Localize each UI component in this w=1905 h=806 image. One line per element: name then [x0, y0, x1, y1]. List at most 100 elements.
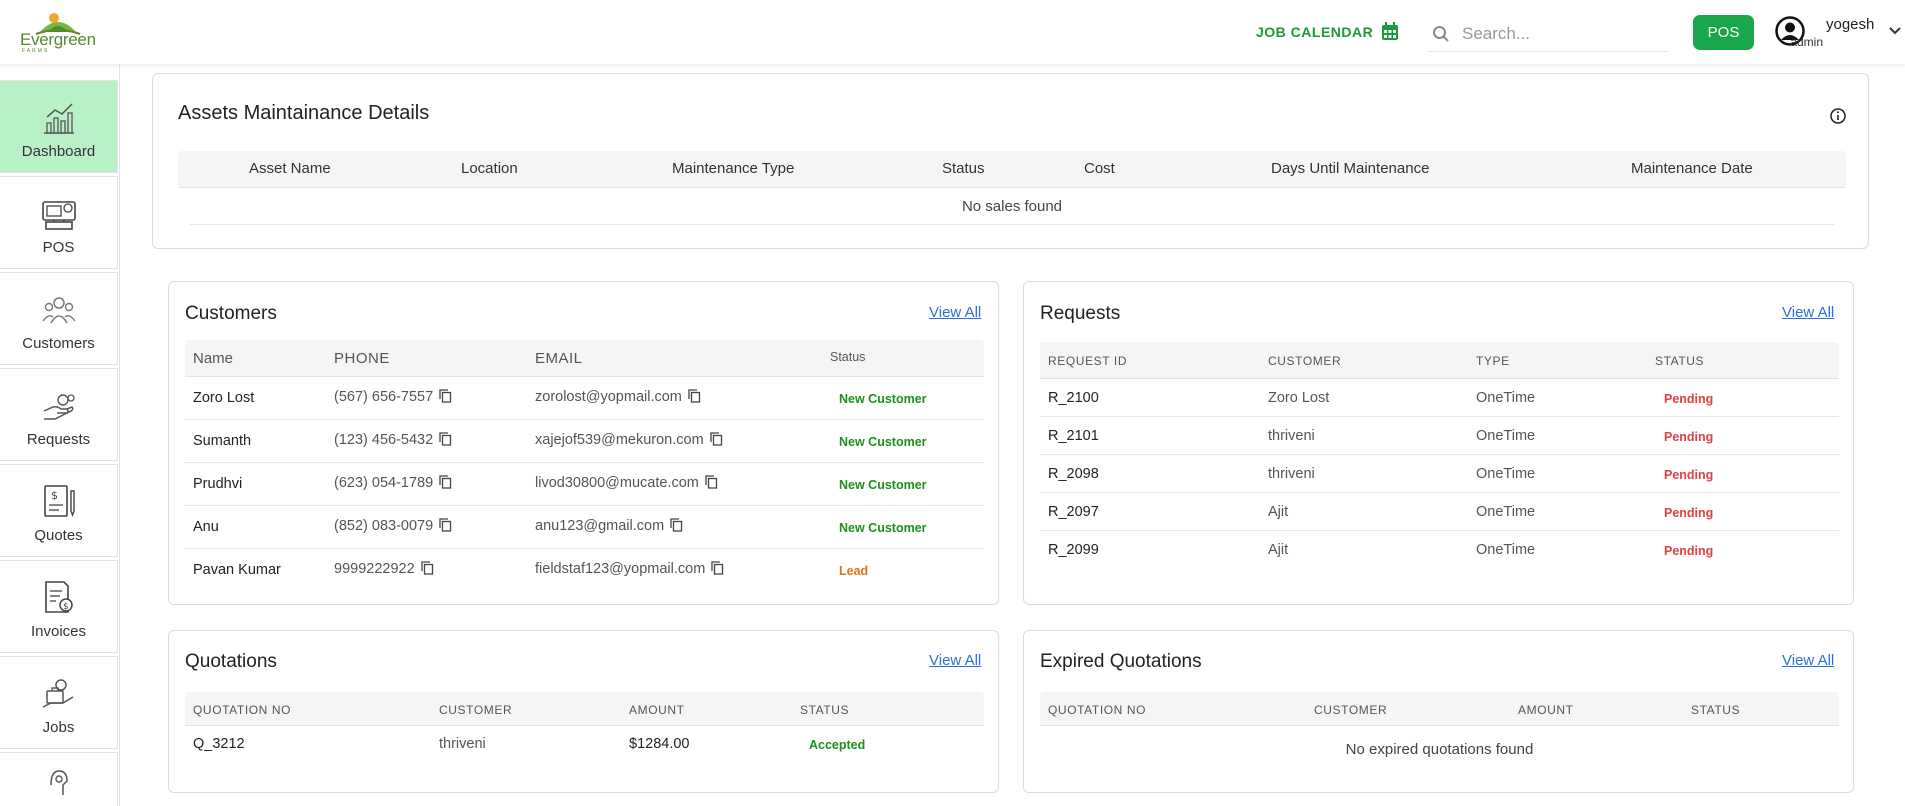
sidebar-item-more[interactable] [0, 752, 118, 806]
logo[interactable]: Evergreen FARMS [18, 8, 98, 56]
column-header: Status [942, 160, 985, 177]
sidebar-item-invoices[interactable]: $ Invoices [0, 560, 118, 653]
quotations-view-all-link[interactable]: View All [929, 652, 982, 669]
request-customer: thriveni [1268, 428, 1315, 444]
email-text: livod30800@mucate.com [535, 475, 699, 491]
table-row[interactable]: Pavan Kumar 9999222922 fieldstaf123@yopmai… [185, 549, 984, 592]
copy-icon[interactable] [439, 432, 452, 446]
user-avatar-icon[interactable] [1775, 16, 1805, 46]
search-input[interactable] [1462, 23, 1662, 44]
column-header: STATUS [800, 703, 850, 717]
requests-card: Requests View All REQUEST ID CUSTOMER TY… [1023, 281, 1854, 605]
table-row[interactable]: R_2097 Ajit OneTime Pending [1040, 493, 1839, 531]
customer-name: Prudhvi [193, 476, 243, 492]
copy-icon[interactable] [439, 475, 452, 489]
copy-icon[interactable] [710, 432, 723, 446]
request-id: R_2101 [1048, 428, 1099, 444]
copy-icon[interactable] [421, 561, 434, 575]
requests-title: Requests [1040, 303, 1121, 324]
expired-quotations-card: Expired Quotations View All QUOTATION NO… [1023, 630, 1854, 793]
invoices-icon: $ [44, 581, 73, 613]
status-badge: Pending [1664, 392, 1714, 406]
table-row[interactable]: Sumanth (123) 456-5432 xajejof539@mekuron.… [185, 420, 984, 463]
status-badge: New Customer [839, 521, 927, 535]
table-row[interactable]: R_2101 thriveni OneTime Pending [1040, 417, 1839, 455]
table-row[interactable]: R_2099 Ajit OneTime Pending [1040, 531, 1839, 569]
logo-icon [35, 13, 81, 35]
column-header: Maintenance Date [1631, 160, 1753, 177]
empty-message: No expired quotations found [1345, 741, 1534, 758]
requests-table-header: REQUEST ID CUSTOMER TYPE STATUS [1040, 342, 1839, 379]
sidebar-item-dashboard[interactable]: Dashboard [0, 80, 118, 173]
copy-icon[interactable] [439, 518, 452, 532]
request-id: R_2099 [1048, 542, 1099, 558]
column-header: STATUS [1655, 354, 1705, 368]
sidebar-item-requests[interactable]: Requests [0, 368, 118, 461]
email-text: xajejof539@mekuron.com [535, 432, 704, 448]
info-icon[interactable] [1829, 107, 1847, 125]
sidebar-item-quotes[interactable]: $ Quotes [0, 464, 118, 557]
assets-table-header: Asset Name Location Maintenance Type Sta… [178, 151, 1846, 188]
column-header: CUSTOMER [1268, 354, 1342, 368]
request-type: OneTime [1476, 504, 1536, 520]
column-header: Cost [1084, 160, 1115, 177]
sidebar-item-jobs[interactable]: Jobs [0, 656, 118, 749]
requests-view-all-link[interactable]: View All [1782, 304, 1835, 321]
customers-title: Customers [185, 303, 277, 324]
table-row[interactable]: Prudhvi (623) 054-1789 livod30800@mucate.c… [185, 463, 984, 506]
table-row[interactable]: Zoro Lost (567) 656-7557 zorolost@yopmail.… [185, 377, 984, 420]
column-header: Name [193, 350, 234, 367]
search-icon [1433, 25, 1449, 42]
request-customer: thriveni [1268, 466, 1315, 482]
assets-title: Assets Maintainance Details [178, 102, 430, 124]
table-row: No sales found [190, 188, 1834, 225]
request-type: OneTime [1476, 466, 1536, 482]
requests-icon [43, 394, 75, 420]
quotations-table-header: QUOTATION NO CUSTOMER AMOUNT STATUS [185, 692, 984, 726]
user-name: yogesh [1826, 16, 1875, 33]
request-type: OneTime [1476, 542, 1536, 558]
sidebar-item-pos[interactable]: POS [0, 176, 118, 269]
status-badge: New Customer [839, 435, 927, 449]
customers-view-all-link[interactable]: View All [929, 304, 982, 321]
logo-text: Evergreen [20, 30, 96, 49]
column-header: QUOTATION NO [1048, 703, 1147, 717]
chart-icon [43, 103, 74, 134]
copy-icon[interactable] [705, 475, 718, 489]
pos-button[interactable]: POS [1693, 15, 1754, 50]
copy-icon[interactable] [670, 518, 683, 532]
job-calendar-link[interactable]: JOB CALENDAR [1256, 22, 1399, 41]
phone-text: (123) 456-5432 [334, 432, 434, 448]
table-row[interactable]: R_2100 Zoro Lost OneTime Pending [1040, 379, 1839, 417]
table-row[interactable]: Anu (852) 083-0079 anu123@gmail.com New Cus… [185, 506, 984, 549]
expired-view-all-link[interactable]: View All [1782, 652, 1835, 669]
status-badge: Accepted [809, 738, 866, 752]
copy-icon[interactable] [711, 561, 724, 575]
customer-phone: (567) 656-7557 [334, 389, 452, 405]
status-badge: New Customer [839, 392, 927, 406]
table-row[interactable]: Q_3212 thriveni $1284.00 Accepted [185, 726, 984, 764]
status-badge: Pending [1664, 430, 1714, 444]
sidebar-item-customers[interactable]: Customers [0, 272, 118, 365]
assets-card: Assets Maintainance Details Asset Name L… [152, 73, 1869, 249]
svg-text:$: $ [51, 489, 58, 502]
request-type: OneTime [1476, 390, 1536, 406]
phone-text: (567) 656-7557 [334, 389, 434, 405]
status-badge: Lead [839, 564, 869, 578]
expired-table-header: QUOTATION NO CUSTOMER AMOUNT STATUS [1040, 692, 1839, 726]
quotation-customer: thriveni [439, 736, 486, 752]
request-id: R_2097 [1048, 504, 1099, 520]
copy-icon[interactable] [688, 389, 701, 403]
phone-text: (623) 054-1789 [334, 475, 434, 491]
customer-name: Sumanth [193, 433, 252, 449]
column-header: CUSTOMER [1314, 703, 1388, 717]
status-badge: New Customer [839, 478, 927, 492]
customer-name: Zoro Lost [193, 390, 255, 406]
chevron-down-icon[interactable] [1888, 25, 1902, 37]
table-row[interactable]: R_2098 thriveni OneTime Pending [1040, 455, 1839, 493]
customer-phone: (123) 456-5432 [334, 432, 452, 448]
column-header: Location [461, 160, 518, 177]
sidebar-item-label: Dashboard [21, 143, 96, 160]
customer-phone: 9999222922 [334, 561, 434, 577]
copy-icon[interactable] [439, 389, 452, 403]
